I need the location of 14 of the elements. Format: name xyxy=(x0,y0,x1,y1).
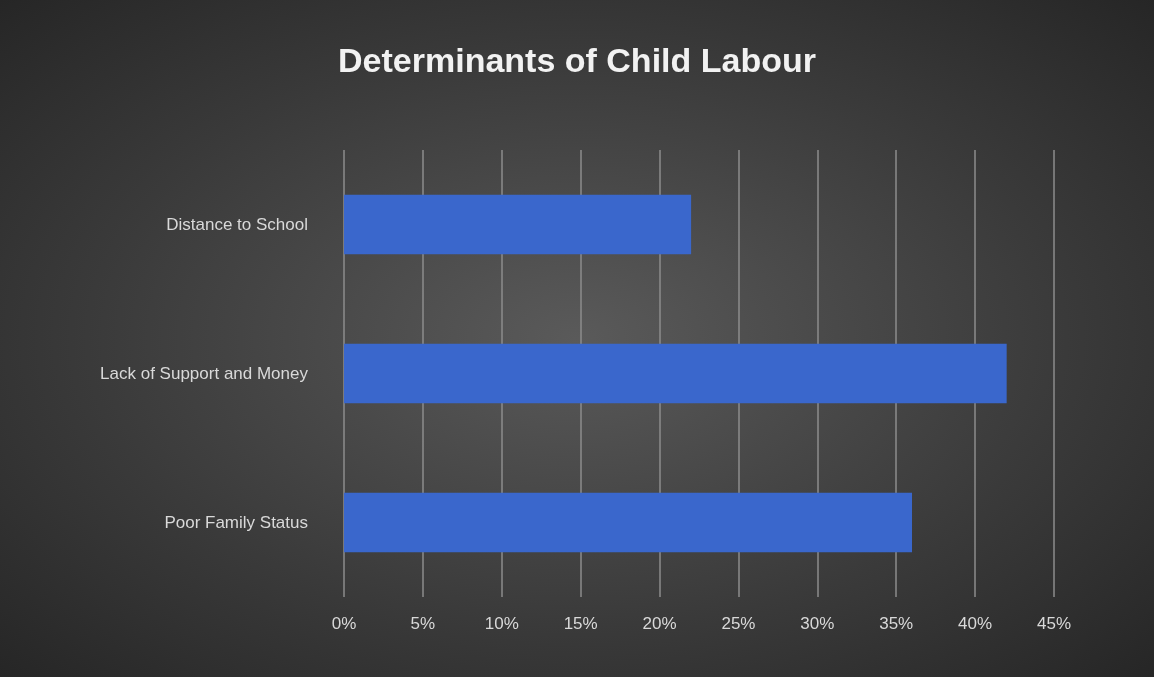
x-tick-label: 5% xyxy=(410,614,436,633)
x-tick-label: 35% xyxy=(879,614,914,633)
x-tick-label: 15% xyxy=(563,614,598,633)
x-tick-label: 30% xyxy=(800,614,835,633)
x-tick-label: 20% xyxy=(642,614,677,633)
chart-title: Determinants of Child Labour xyxy=(338,41,816,79)
y-tick-label: Distance to School xyxy=(166,215,308,234)
x-tick-label: 10% xyxy=(484,614,519,633)
y-tick-label: Lack of Support and Money xyxy=(100,364,309,383)
x-tick-label: 40% xyxy=(958,614,993,633)
y-tick-label: Poor Family Status xyxy=(164,513,308,532)
x-tick-label: 45% xyxy=(1036,614,1072,633)
x-tick-label: 25% xyxy=(721,614,756,633)
x-tick-label: 0% xyxy=(331,614,357,633)
